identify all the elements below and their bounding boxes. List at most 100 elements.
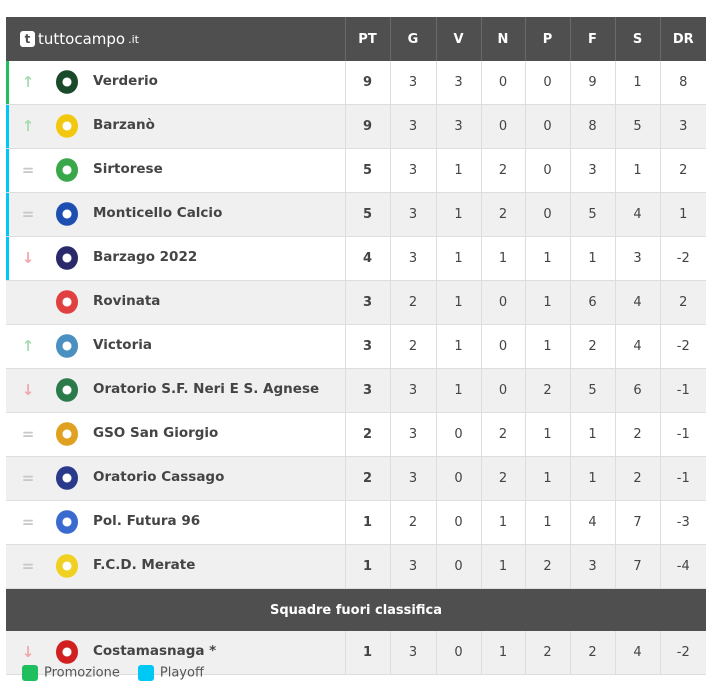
stat-pt: 9 xyxy=(344,104,390,149)
stat-f: 9 xyxy=(569,61,615,105)
team-logo-icon xyxy=(56,378,78,402)
team-name-link[interactable]: Barzago 2022 xyxy=(93,249,198,265)
stat-v: 0 xyxy=(435,500,481,545)
stat-v: 1 xyxy=(435,324,481,369)
stat-p: 0 xyxy=(524,61,570,105)
column-header-pt[interactable]: PT xyxy=(344,17,390,61)
stat-dr: -1 xyxy=(659,368,706,413)
column-header-v[interactable]: V xyxy=(435,17,481,61)
table-row[interactable]: ↓ Barzago 2022 4 3 1 1 1 1 3 -2 xyxy=(6,236,706,281)
table-row[interactable]: = Monticello Calcio 5 3 1 2 0 5 4 1 xyxy=(6,192,706,237)
stat-f: 5 xyxy=(569,368,615,413)
stat-p: 1 xyxy=(524,412,570,457)
team-logo-icon xyxy=(56,422,78,446)
team-cell: ↑ Victoria xyxy=(6,324,345,369)
team-cell: ↑ Verderio xyxy=(6,61,345,105)
stat-v: 0 xyxy=(435,544,481,589)
column-header-g[interactable]: G xyxy=(389,17,436,61)
team-logo-icon xyxy=(56,466,78,490)
stat-n: 1 xyxy=(480,500,525,545)
table-row[interactable]: ↑ Barzanò 9 3 3 0 0 8 5 3 xyxy=(6,104,706,149)
team-name-link[interactable]: Rovinata xyxy=(93,293,161,309)
stat-dr: 2 xyxy=(659,280,706,325)
zone-indicator-playoff xyxy=(6,149,9,192)
legend-swatch xyxy=(22,665,38,681)
stat-f: 1 xyxy=(569,236,615,281)
stat-dr: -2 xyxy=(659,631,706,675)
stat-s: 3 xyxy=(614,236,660,281)
legend-label: Playoff xyxy=(159,665,204,681)
table-row[interactable]: ↑ Verderio 9 3 3 0 0 9 1 8 xyxy=(6,61,706,105)
team-name-link[interactable]: Costamasnaga * xyxy=(93,643,217,659)
stat-g: 3 xyxy=(389,61,436,105)
trend-up-icon: ↑ xyxy=(21,337,35,355)
stat-g: 3 xyxy=(389,456,436,501)
team-name-link[interactable]: Monticello Calcio xyxy=(93,205,223,221)
team-name-link[interactable]: Pol. Futura 96 xyxy=(93,513,201,529)
column-header-p[interactable]: P xyxy=(524,17,570,61)
stat-v: 1 xyxy=(435,280,481,325)
stat-f: 1 xyxy=(569,456,615,501)
team-name-link[interactable]: Verderio xyxy=(93,73,158,89)
team-logo-icon xyxy=(56,334,78,358)
stat-s: 7 xyxy=(614,500,660,545)
stat-v: 1 xyxy=(435,192,481,237)
stat-n: 1 xyxy=(480,544,525,589)
table-row[interactable]: = Pol. Futura 96 1 2 0 1 1 4 7 -3 xyxy=(6,500,706,545)
team-name-link[interactable]: Victoria xyxy=(93,337,152,353)
team-cell: = GSO San Giorgio xyxy=(6,412,345,457)
stat-pt: 3 xyxy=(344,280,390,325)
team-name-link[interactable]: F.C.D. Merate xyxy=(93,557,196,573)
stat-p: 0 xyxy=(524,148,570,193)
team-name-link[interactable]: Oratorio S.F. Neri E S. Agnese xyxy=(93,381,320,397)
column-header-dr[interactable]: DR xyxy=(659,17,706,61)
table-row[interactable]: = Oratorio Cassago 2 3 0 2 1 1 2 -1 xyxy=(6,456,706,501)
column-header-f[interactable]: F xyxy=(569,17,615,61)
team-name-link[interactable]: GSO San Giorgio xyxy=(93,425,219,441)
zone-indicator-promozione xyxy=(6,61,9,104)
legend-swatch xyxy=(137,665,154,681)
team-name-link[interactable]: Sirtorese xyxy=(93,161,163,177)
table-row[interactable]: = Sirtorese 5 3 1 2 0 3 1 2 xyxy=(6,148,706,193)
table-row[interactable]: Rovinata 3 2 1 0 1 6 4 2 xyxy=(6,280,706,325)
team-cell: = F.C.D. Merate xyxy=(6,544,345,589)
stat-g: 3 xyxy=(389,544,436,589)
stat-v: 1 xyxy=(435,368,481,413)
stat-p: 1 xyxy=(524,280,570,325)
legend: Promozione Playoff xyxy=(22,665,204,681)
trend-down-icon: ↓ xyxy=(21,381,35,399)
team-name-link[interactable]: Oratorio Cassago xyxy=(93,469,225,485)
trend-same-icon: = xyxy=(21,205,35,223)
team-name-link[interactable]: Barzanò xyxy=(93,117,155,133)
table-row[interactable]: ↓ Oratorio S.F. Neri E S. Agnese 3 3 1 0 2 5 6 -1 xyxy=(6,368,706,413)
stat-pt: 5 xyxy=(344,148,390,193)
trend-down-icon: ↓ xyxy=(21,249,35,267)
zone-indicator-playoff xyxy=(6,193,9,236)
stat-p: 1 xyxy=(524,324,570,369)
trend-same-icon: = xyxy=(21,513,35,531)
stat-v: 3 xyxy=(435,104,481,149)
stat-f: 1 xyxy=(569,412,615,457)
stat-f: 6 xyxy=(569,280,615,325)
table-row[interactable]: ↓ Costamasnaga * 1 3 0 1 2 2 4 -2 xyxy=(6,631,706,675)
stat-v: 3 xyxy=(435,61,481,105)
stat-f: 5 xyxy=(569,192,615,237)
stat-v: 0 xyxy=(435,456,481,501)
trend-same-icon: = xyxy=(21,557,35,575)
table-row[interactable]: = F.C.D. Merate 1 3 0 1 2 3 7 -4 xyxy=(6,544,706,589)
trend-up-icon: ↑ xyxy=(21,73,35,91)
table-row[interactable]: ↑ Victoria 3 2 1 0 1 2 4 -2 xyxy=(6,324,706,369)
stat-p: 2 xyxy=(524,544,570,589)
team-cell: ↓ Costamasnaga * xyxy=(6,631,345,675)
table-row[interactable]: = GSO San Giorgio 2 3 0 2 1 1 2 -1 xyxy=(6,412,706,457)
stat-n: 2 xyxy=(480,456,525,501)
team-logo-icon xyxy=(56,510,78,534)
stat-v: 0 xyxy=(435,412,481,457)
brand-logo[interactable]: t tuttocampo .it xyxy=(6,17,345,61)
legend-label: Promozione xyxy=(44,665,120,681)
stat-f: 2 xyxy=(569,324,615,369)
stat-f: 3 xyxy=(569,544,615,589)
column-header-n[interactable]: N xyxy=(480,17,525,61)
column-header-s[interactable]: S xyxy=(614,17,660,61)
stat-n: 0 xyxy=(480,324,525,369)
